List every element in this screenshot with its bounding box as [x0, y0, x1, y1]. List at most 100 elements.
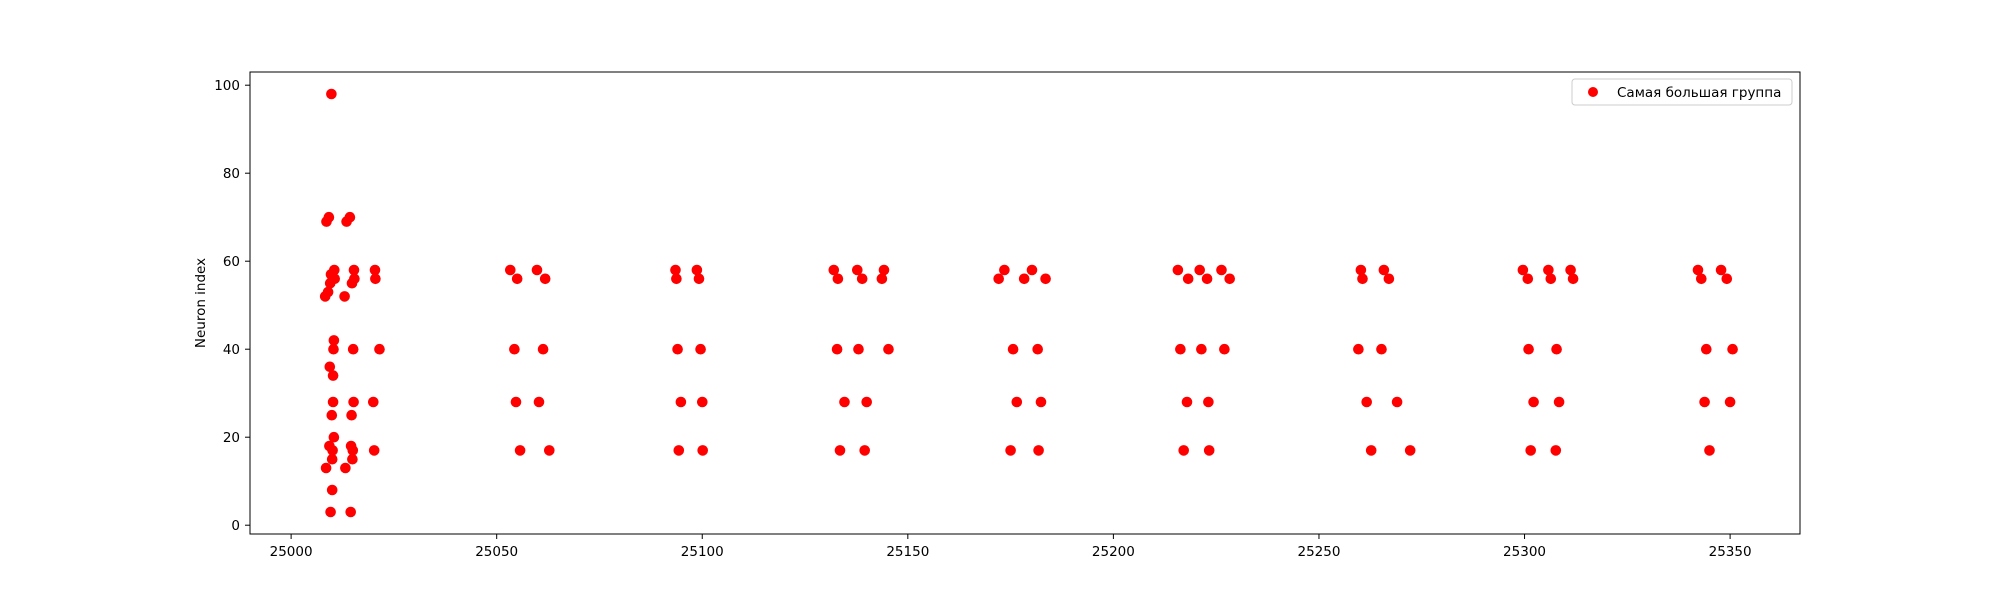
data-point	[323, 211, 335, 223]
data-point	[346, 409, 357, 421]
data-point	[1692, 264, 1704, 276]
data-point	[1543, 264, 1554, 276]
data-point	[1553, 396, 1565, 408]
data-point	[1355, 264, 1367, 276]
x-tick-label: 25150	[886, 544, 929, 560]
data-point	[370, 273, 381, 285]
data-point	[697, 445, 708, 456]
data-point	[326, 453, 338, 465]
data-point	[340, 462, 351, 474]
y-tick-label: 100	[214, 78, 240, 94]
data-point	[1011, 396, 1023, 408]
data-point	[1361, 396, 1372, 408]
y-tick-label: 60	[223, 254, 240, 270]
data-point	[693, 273, 705, 285]
data-point	[344, 211, 356, 223]
data-point	[320, 462, 332, 474]
data-point	[349, 273, 360, 285]
data-point	[347, 343, 359, 355]
legend: Самая большая группа	[1571, 78, 1793, 106]
x-tick-label: 25050	[475, 544, 518, 560]
x-tick-label: 25200	[1092, 544, 1135, 560]
x-tick-label: 25000	[270, 544, 313, 560]
data-point	[993, 273, 1004, 285]
data-point	[347, 445, 359, 456]
data-point	[368, 445, 380, 456]
data-point	[828, 264, 840, 276]
data-point	[1203, 396, 1214, 408]
data-point	[348, 264, 360, 276]
data-point	[853, 343, 864, 355]
data-point	[1724, 396, 1736, 408]
data-point	[1383, 273, 1395, 285]
data-point	[339, 291, 350, 302]
x-tick-label: 25350	[1709, 544, 1752, 560]
data-point	[1699, 396, 1710, 408]
y-axis-label: Neuron index	[193, 258, 209, 348]
data-point	[1525, 445, 1536, 456]
data-points	[319, 88, 1738, 518]
data-point	[327, 370, 339, 381]
data-point	[368, 396, 379, 408]
data-point	[673, 445, 685, 456]
data-point	[861, 396, 872, 408]
data-point	[328, 343, 339, 355]
x-axis: 25000 25050 25100 25150 25200 25250 25300 25350	[270, 534, 1752, 560]
data-point	[1005, 445, 1016, 456]
y-axis: 0 20 40 60 80 100	[214, 78, 250, 534]
data-point	[505, 264, 516, 276]
data-point	[514, 445, 526, 456]
data-point	[1357, 273, 1368, 285]
data-point	[839, 396, 850, 408]
data-point	[328, 431, 340, 443]
data-point	[544, 445, 555, 456]
data-point	[1517, 264, 1529, 276]
data-point	[329, 273, 341, 285]
data-point	[327, 396, 339, 408]
data-point	[672, 343, 683, 355]
data-point	[1026, 264, 1038, 276]
data-point	[876, 273, 888, 285]
data-point	[1378, 264, 1390, 276]
data-point	[326, 88, 337, 100]
data-point	[1551, 343, 1562, 355]
data-point	[1219, 343, 1230, 355]
data-point	[1715, 264, 1727, 276]
data-point	[1353, 343, 1364, 355]
data-point	[511, 273, 523, 285]
x-tick-label: 25250	[1297, 544, 1340, 560]
legend-frame	[1571, 78, 1793, 106]
data-point	[1201, 273, 1213, 285]
data-point	[834, 445, 846, 456]
data-point	[1704, 445, 1715, 456]
data-point	[326, 484, 338, 496]
data-point	[1224, 273, 1235, 285]
y-tick-label: 80	[223, 166, 240, 182]
data-point	[1216, 264, 1227, 276]
data-point	[1007, 343, 1019, 355]
data-point	[1172, 264, 1184, 276]
data-point	[1696, 273, 1707, 285]
plot-frame	[249, 71, 1801, 535]
data-point	[325, 506, 336, 518]
data-point	[531, 264, 543, 276]
data-point	[1033, 445, 1044, 456]
data-point	[328, 335, 340, 346]
data-point	[1404, 445, 1416, 456]
data-point	[374, 343, 385, 355]
y-tick-label: 0	[231, 518, 240, 534]
data-point	[856, 273, 868, 285]
data-point	[345, 506, 357, 518]
data-point	[1194, 264, 1205, 276]
data-point	[697, 396, 708, 408]
data-point	[329, 264, 340, 276]
data-point	[1196, 343, 1207, 355]
data-point	[999, 264, 1010, 276]
data-point	[1175, 343, 1186, 355]
data-point	[509, 343, 520, 355]
data-point	[1018, 273, 1030, 285]
data-point	[326, 409, 338, 421]
data-point	[671, 273, 682, 285]
data-point	[1035, 396, 1047, 408]
